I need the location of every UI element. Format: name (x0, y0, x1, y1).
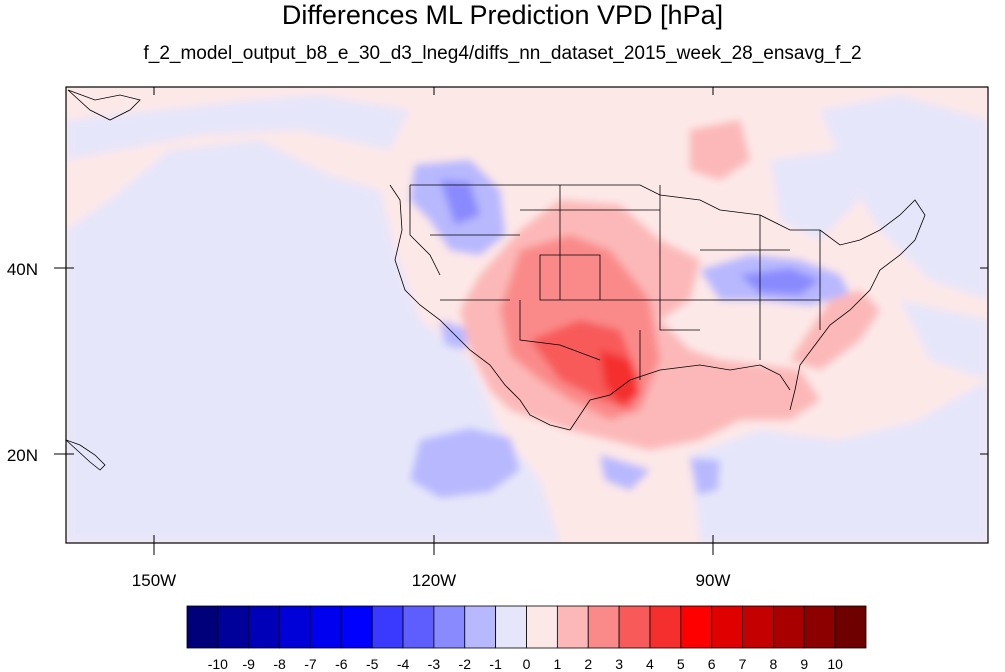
colorbar-cell (649, 605, 682, 649)
colorbar-cell (742, 605, 774, 649)
colorbar-label: -10 (208, 656, 228, 672)
colorbar-cell (711, 605, 743, 649)
colorbar-cell (371, 605, 404, 649)
colorbar-label: -8 (273, 656, 286, 672)
colorbar-label: -5 (366, 656, 379, 672)
colorbar-cell (279, 605, 311, 649)
map-frame (65, 86, 989, 544)
colorbar-label: 3 (615, 656, 623, 672)
colorbar-label: 6 (708, 656, 716, 672)
colorbar-cell (340, 605, 373, 649)
colorbar-cell (556, 605, 589, 649)
colorbar-cell (618, 605, 651, 649)
x-tick-label: 90W (696, 571, 731, 590)
colorbar-label: -6 (335, 656, 348, 672)
colorbar-label: 10 (827, 656, 843, 672)
colorbar-label: -7 (304, 656, 317, 672)
colorbar-cell (834, 605, 867, 649)
colorbar-cell (402, 605, 435, 649)
colorbar-label: 2 (584, 656, 592, 672)
colorbar-label: -2 (459, 656, 472, 672)
colorbar-cell (217, 605, 250, 649)
x-tick-label: 120W (412, 571, 456, 590)
colorbar-label: -3 (428, 656, 441, 672)
colorbar-label: 4 (646, 656, 654, 672)
colorbar-label: -9 (243, 656, 256, 672)
colorbar-cells (186, 605, 867, 649)
coastlines-and-borders (66, 89, 926, 471)
colorbar-label: 8 (770, 656, 778, 672)
colorbar-cell (433, 605, 466, 649)
colorbar-cell (186, 605, 219, 649)
y-tick-label: 20N (7, 446, 38, 465)
x-tick-label: 150W (132, 571, 176, 590)
colorbar-label: 0 (523, 656, 531, 672)
negative-anomaly-regions (66, 95, 988, 543)
colorbar-cell (248, 605, 280, 649)
colorbar-cell (495, 605, 527, 649)
colorbar-label: 5 (677, 656, 685, 672)
inner-ticks (66, 87, 988, 543)
colorbar-label: -1 (489, 656, 502, 672)
colorbar-label: 9 (800, 656, 808, 672)
colorbar-cell (526, 605, 558, 649)
colorbar-cell (803, 605, 836, 649)
colorbar-cell (464, 605, 497, 649)
colorbar-labels: -10 -9 -8 -7 -6 -5 -4 -3 -2 -1 0 1 2 3 4 5 6 7 8 9 10 (208, 656, 843, 672)
colorbar-cell (587, 605, 620, 649)
y-tick-label: 40N (7, 260, 38, 279)
colorbar-cell (773, 605, 805, 649)
map-title: Differences ML Prediction VPD [hPa] (281, 0, 724, 30)
colorbar-cell (310, 605, 342, 649)
colorbar-label: -4 (397, 656, 410, 672)
outer-ticks (54, 267, 714, 555)
map-subtitle: f_2_model_output_b8_e_30_d3_lneg4/diffs_… (143, 43, 862, 64)
colorbar-cell (680, 605, 713, 649)
colorbar-label: 1 (553, 656, 561, 672)
colorbar-label: 7 (739, 656, 747, 672)
